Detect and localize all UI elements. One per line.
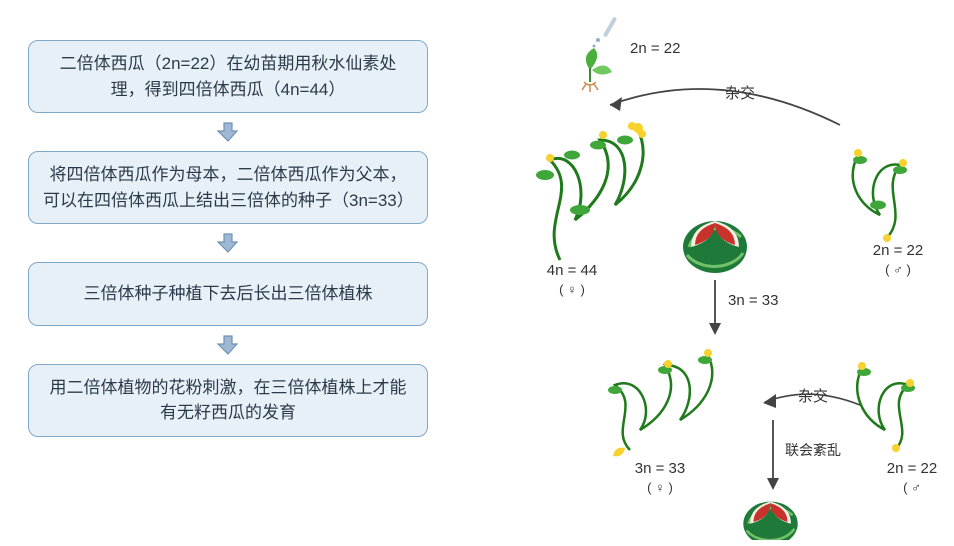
mid-arrow-head [709, 323, 721, 335]
plant-2n-bot-text: 2n = 22 [887, 460, 937, 477]
step-4: 用二倍体植物的花粉刺激，在三倍体植株上才能有无籽西瓜的发育 [28, 364, 428, 437]
arrow-down-1 [28, 113, 428, 151]
step-3: 三倍体种子种植下去后长出三倍体植株 [28, 262, 428, 326]
arrow-down-2 [28, 224, 428, 262]
step-2: 将四倍体西瓜作为母本，二倍体西瓜作为父本，可以在四倍体西瓜上结出三倍体的种子（3… [28, 151, 428, 224]
plant-3n-text: 3n = 33 [635, 460, 685, 477]
process-steps: 二倍体西瓜（2n=22）在幼苗期用秋水仙素处理，得到四倍体西瓜（4n=44） 将… [28, 40, 428, 437]
plant-4n-sub: ( ♀ ) [559, 282, 585, 297]
plant-2n-top-icon [853, 149, 907, 242]
plant-3n-label: 3n = 33 ( ♀ ) [620, 460, 700, 498]
arrow-down-3 [28, 326, 428, 364]
breeding-diagram: 2n = 22 杂交 4n = 44 ( ♀ ) 2n = 22 ( ♂ ) 3… [480, 10, 950, 540]
plant-4n-label: 4n = 44 ( ♀ ) [532, 262, 612, 300]
mid-arrow-label: 3n = 33 [728, 292, 778, 311]
cross-arrow-2-head [763, 394, 776, 408]
cross1-label: 杂交 [725, 85, 755, 104]
cross2-label: 杂交 [798, 388, 828, 407]
plant-4n-text: 4n = 44 [547, 262, 597, 279]
plant-2n-top-label: 2n = 22 ( ♂ ) [858, 242, 938, 280]
bot-arrow-label: 联会紊乱 [785, 442, 841, 460]
plant-2n-bot-icon [857, 362, 915, 452]
plant-2n-top-sub: ( ♂ ) [885, 262, 911, 277]
plant-2n-top-text: 2n = 22 [873, 242, 923, 259]
dropper-icon [593, 16, 618, 47]
plant-2n-bot-label: 2n = 22 ( ♂ [872, 460, 952, 498]
bot-arrow-head [767, 478, 779, 490]
step-1: 二倍体西瓜（2n=22）在幼苗期用秋水仙素处理，得到四倍体西瓜（4n=44） [28, 40, 428, 113]
plant-3n-sub: ( ♀ ) [647, 480, 673, 495]
plant-3n-icon [608, 349, 712, 456]
dropper-label: 2n = 22 [630, 40, 680, 59]
cross-arrow-1-head [610, 97, 622, 111]
watermelon-1-icon [683, 221, 747, 273]
plant-2n-bot-sub: ( ♂ [903, 480, 921, 495]
seedling-icon [582, 48, 612, 92]
plant-4n-icon [536, 122, 646, 260]
watermelon-2-icon [743, 502, 797, 540]
